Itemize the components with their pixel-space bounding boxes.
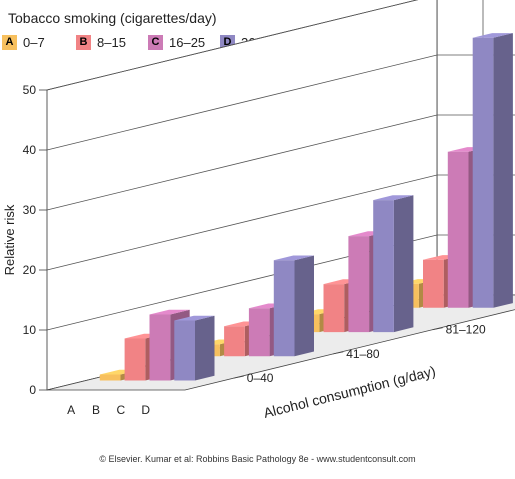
- legend-item-b: B 8–15: [76, 33, 126, 51]
- bar: [373, 195, 414, 333]
- y-tick-label: 0: [29, 383, 36, 397]
- front-label: D: [141, 403, 150, 417]
- bar-top: [472, 33, 513, 38]
- legend-item-a: A 0–7: [2, 33, 45, 51]
- bar-front: [149, 314, 171, 381]
- bar-side: [493, 33, 513, 308]
- gridline: [46, 54, 515, 151]
- bar-top: [149, 309, 190, 315]
- bar-side: [294, 255, 314, 357]
- legend-swatch-c: C: [148, 34, 163, 50]
- bar-front: [224, 326, 245, 357]
- bar-front: [447, 151, 469, 308]
- legend-title: Tobacco smoking (cigarettes/day): [8, 10, 217, 26]
- bar-front: [373, 200, 394, 333]
- y-tick-label: 40: [23, 143, 37, 157]
- category-label: 81–120: [446, 323, 486, 337]
- y-tick-label: 30: [23, 203, 37, 217]
- bar-side: [195, 315, 215, 381]
- front-label: A: [67, 403, 75, 417]
- legend-swatch-b: B: [76, 34, 91, 50]
- bar-top: [174, 315, 215, 321]
- y-tick-label: 20: [23, 263, 37, 277]
- front-label: C: [116, 403, 125, 417]
- legend-label-c: 16–25: [169, 34, 206, 50]
- x-axis-title: Alcohol consumption (g/day): [262, 363, 437, 421]
- copyright-credit: © Elsevier. Kumar et al: Robbins Basic P…: [99, 454, 416, 464]
- gridline: [46, 0, 419, 91]
- y-axis-title: Relative risk: [2, 204, 17, 275]
- bar: [174, 315, 215, 381]
- front-label: B: [92, 403, 100, 417]
- bar: [472, 33, 513, 308]
- bar-front: [348, 236, 370, 333]
- y-tick-label: 50: [23, 83, 37, 97]
- gridline: [46, 174, 515, 271]
- bar-front: [323, 284, 345, 333]
- category-label: 41–80: [346, 347, 380, 361]
- legend-swatch-a: A: [2, 34, 17, 50]
- legend-label-a: 0–7: [23, 34, 45, 50]
- legend-label-b: 8–15: [97, 34, 126, 50]
- bar-front: [174, 320, 195, 381]
- bar-front: [423, 259, 444, 308]
- bar-front: [248, 308, 270, 357]
- y-tick-label: 10: [23, 323, 37, 337]
- bar-front: [99, 374, 121, 381]
- bar-top: [273, 255, 314, 261]
- gridline: [46, 114, 515, 211]
- bar-front: [124, 338, 146, 381]
- gridline: [46, 234, 515, 331]
- bar-front: [273, 260, 295, 357]
- bar-front: [472, 37, 494, 308]
- legend-item-c: C 16–25: [148, 33, 205, 51]
- x-tick: [432, 327, 443, 331]
- bar: [273, 255, 314, 357]
- x-tick: [333, 351, 344, 355]
- category-label: 0–40: [247, 371, 274, 385]
- bar-side: [393, 195, 414, 333]
- x-tick: [233, 375, 244, 379]
- bar-top: [373, 195, 414, 201]
